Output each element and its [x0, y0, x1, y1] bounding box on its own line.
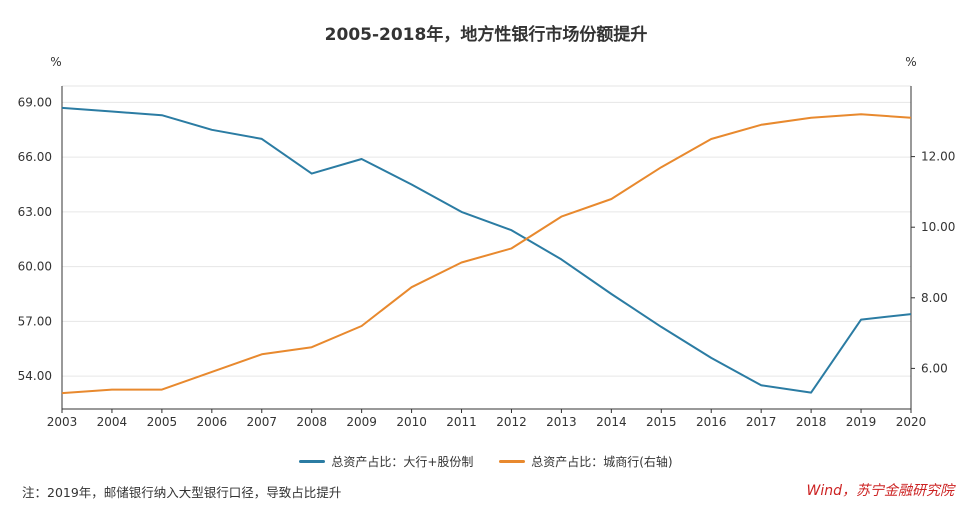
- series-line-big-banks: [61, 106, 912, 394]
- x-tick-label-2006: 2006: [197, 415, 228, 429]
- legend: 总资产占比：大行+股份制 总资产占比：城商行(右轴): [0, 452, 972, 470]
- left-tick-label-5: 69.00: [18, 95, 52, 109]
- left-tick-label-3: 63.00: [18, 205, 52, 219]
- tick-labels: 54.00 57.00 60.00 63.00 66.00 69.00 6.00 8.00 10…: [18, 55, 956, 429]
- right-tick-label-2: 10.00: [921, 220, 955, 234]
- x-tick-label-2018: 2018: [796, 415, 827, 429]
- x-tick-label-2015: 2015: [646, 415, 677, 429]
- series-line-city-banks: [61, 113, 912, 395]
- x-tick-label-2013: 2013: [546, 415, 577, 429]
- x-tick-label-2019: 2019: [846, 415, 877, 429]
- legend-label-big-banks: 总资产占比：大行+股份制: [331, 455, 474, 469]
- x-tick-label-2007: 2007: [246, 415, 277, 429]
- x-tick-label-2004: 2004: [97, 415, 128, 429]
- grid-lines: [62, 85, 911, 377]
- x-tick-label-2003: 2003: [47, 415, 78, 429]
- left-tick-label-2: 60.00: [18, 260, 52, 274]
- x-tick-label-2010: 2010: [396, 415, 427, 429]
- legend-item-big-banks: 总资产占比：大行+股份制: [299, 453, 473, 470]
- right-tick-label-0: 6.00: [921, 361, 948, 375]
- source-credit: Wind，苏宁金融研究院: [806, 483, 955, 499]
- footnote: 注：2019年，邮储银行纳入大型银行口径，导致占比提升: [22, 485, 342, 500]
- axes: [61, 86, 915, 413]
- x-tick-label-2008: 2008: [296, 415, 327, 429]
- right-tick-label-3: 12.00: [921, 150, 955, 164]
- right-tick-label-1: 8.00: [921, 291, 948, 305]
- left-tick-label-4: 66.00: [18, 150, 52, 164]
- chart-title: 2005-2018年，地方性银行市场份额提升: [324, 25, 648, 45]
- x-tick-label-2005: 2005: [147, 415, 178, 429]
- left-axis-unit: %: [50, 55, 61, 69]
- x-tick-label-2020: 2020: [896, 415, 927, 429]
- left-tick-label-0: 54.00: [18, 369, 52, 383]
- x-tick-label-2014: 2014: [596, 415, 627, 429]
- x-tick-label-2009: 2009: [346, 415, 377, 429]
- legend-swatch-city-banks: [499, 460, 526, 463]
- left-tick-label-1: 57.00: [18, 314, 52, 328]
- legend-label-city-banks: 总资产占比：城商行(右轴): [531, 455, 673, 469]
- legend-swatch-big-banks: [299, 460, 326, 463]
- x-tick-label-2012: 2012: [496, 415, 527, 429]
- series-lines: [61, 106, 912, 395]
- x-tick-label-2011: 2011: [446, 415, 477, 429]
- right-axis-unit: %: [905, 55, 916, 69]
- x-tick-label-2017: 2017: [746, 415, 777, 429]
- x-tick-label-2016: 2016: [696, 415, 727, 429]
- legend-item-city-banks: 总资产占比：城商行(右轴): [499, 453, 673, 470]
